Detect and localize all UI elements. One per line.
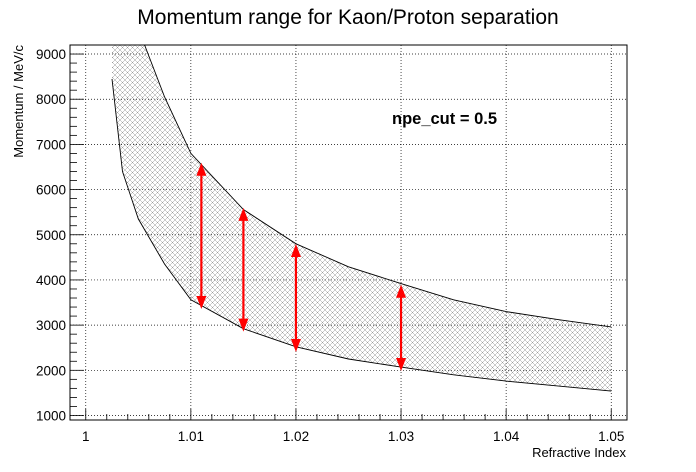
x-tick-label-3: 1.03 <box>388 429 414 444</box>
y-tick-label-5: 6000 <box>36 183 66 198</box>
y-tick-label-7: 8000 <box>36 92 66 107</box>
arrow-0 <box>196 162 207 310</box>
chart-title: Momentum range for Kaon/Proton separatio… <box>137 6 558 29</box>
y-ticks: 1000 2000 3000 4000 5000 6000 7000 8000 9000 <box>36 44 84 423</box>
x-tick-label-5: 1.05 <box>598 429 624 444</box>
y-tick-label-1: 2000 <box>36 363 66 378</box>
arrow-2 <box>290 244 301 352</box>
x-tick-label-1: 1.01 <box>178 429 204 444</box>
x-tick-label-2: 1.02 <box>283 429 309 444</box>
x-axis-title: Refractive Index <box>532 445 626 460</box>
y-tick-label-2: 3000 <box>36 318 66 333</box>
y-tick-label-0: 1000 <box>36 408 66 423</box>
upper-curve <box>144 45 612 328</box>
x-ticks: 1 1.01 1.02 1.03 1.04 1.05 <box>82 409 624 444</box>
x-tick-label-0: 1 <box>82 429 90 444</box>
y-tick-label-6: 7000 <box>36 137 66 152</box>
y-tick-label-4: 5000 <box>36 228 66 243</box>
annotation-npe-cut: npe_cut = 0.5 <box>392 110 497 128</box>
x-tick-label-4: 1.04 <box>493 429 520 444</box>
band-area <box>112 45 612 392</box>
y-tick-label-3: 4000 <box>36 273 66 288</box>
plot-frame <box>69 44 628 421</box>
arrow-3 <box>396 284 407 371</box>
y-tick-label-8: 9000 <box>36 47 66 62</box>
arrows <box>196 162 407 371</box>
y-axis-title: Momentum / MeV/c <box>11 45 26 158</box>
arrow-1 <box>238 207 249 332</box>
